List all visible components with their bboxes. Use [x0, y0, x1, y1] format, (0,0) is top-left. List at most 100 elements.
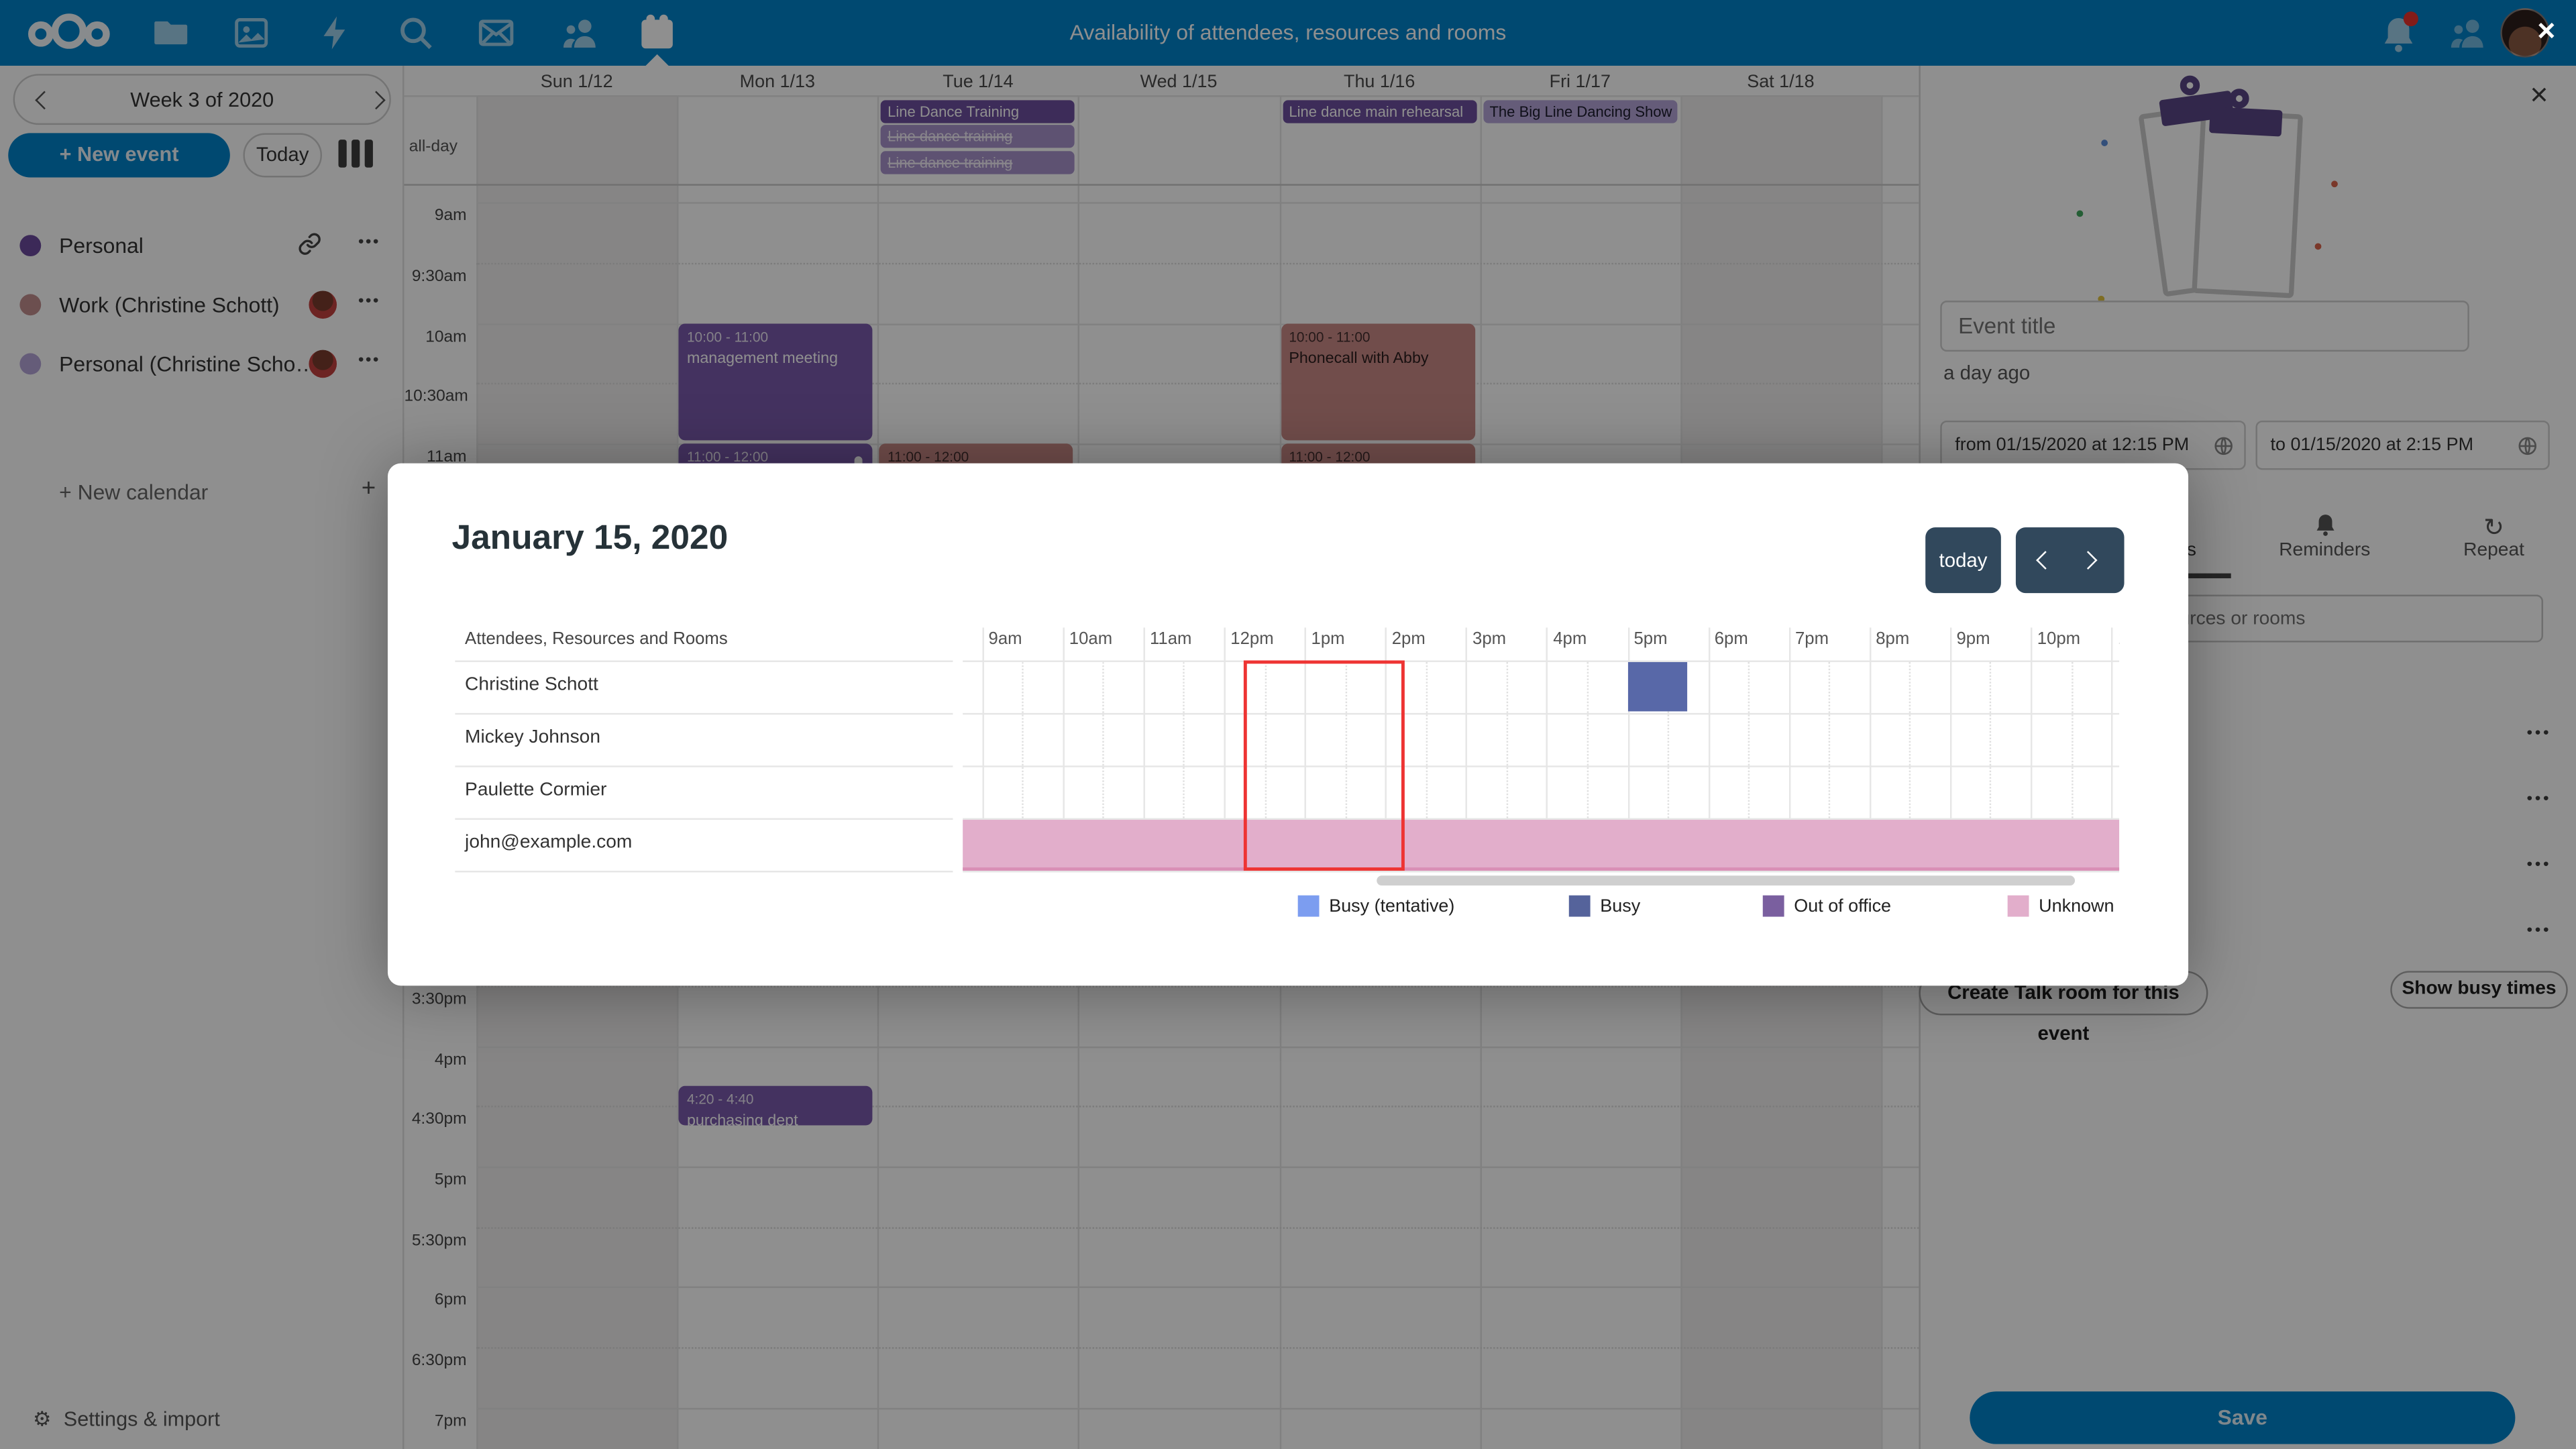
active-app-pointer — [645, 54, 669, 66]
more-icon[interactable]: ••• — [358, 233, 380, 252]
day-header[interactable]: Sat 1/18 — [1747, 72, 1815, 93]
time-gridline — [476, 1407, 1919, 1409]
availability-grid[interactable]: 9am 10am 11am 12pm 1pm 2pm 3pm 4pm 5pm 6pm 7pm 8pm 9… — [963, 627, 2120, 1038]
time-gutter-label: 9:30am — [411, 268, 467, 286]
globe-icon[interactable] — [2213, 435, 2235, 457]
modal-hour-line — [1627, 627, 1629, 871]
mail-icon[interactable] — [476, 13, 516, 53]
modal-hour-line — [2030, 627, 2033, 871]
previous-day-icon[interactable] — [2036, 551, 2055, 570]
save-button[interactable]: Save — [1970, 1391, 2516, 1444]
allday-event[interactable]: The Big Line Dancing Show — [1483, 100, 1677, 123]
share-link-icon[interactable] — [297, 231, 322, 256]
modal-hour-line — [1788, 627, 1790, 871]
new-calendar-row[interactable]: + New calendar + — [0, 467, 404, 516]
event-time: 10:00 - 11:00 — [686, 327, 769, 345]
event-title-input[interactable] — [1940, 301, 2469, 352]
modal-prev-next-buttons[interactable] — [2015, 527, 2125, 594]
settings-import-button[interactable]: ⚙ Settings & import — [33, 1406, 220, 1431]
time-gridline — [476, 202, 1919, 205]
event-time: 11:00 - 12:00 — [888, 448, 969, 465]
more-icon[interactable]: ••• — [2526, 724, 2552, 743]
calendar-list-item[interactable]: Personal ••• — [0, 220, 404, 269]
modal-time-label: 1pm — [1311, 629, 1345, 649]
photos-icon[interactable] — [231, 13, 271, 53]
allday-event[interactable]: Line dance training — [881, 125, 1075, 149]
allday-event[interactable]: Line Dance Training — [881, 100, 1075, 123]
calendar-color-dot — [19, 353, 42, 375]
event-title: Phonecall with Abby — [1289, 349, 1429, 368]
plus-icon[interactable]: + — [361, 474, 376, 503]
notification-badge — [2403, 11, 2418, 27]
modal-hour-line — [1707, 627, 1710, 871]
modal-time-label: 2pm — [1391, 629, 1426, 649]
today-button[interactable]: Today — [243, 133, 323, 178]
calendar-list-item[interactable]: Work (Christine Schott) ••• — [0, 279, 404, 328]
reminders-tab-icon — [2235, 513, 2415, 541]
modal-hour-line — [981, 627, 984, 871]
view-toggle-icon[interactable] — [338, 140, 378, 176]
contacts-menu-icon[interactable] — [2448, 13, 2487, 53]
show-busy-times-button[interactable]: Show busy times — [2390, 971, 2568, 1009]
more-icon[interactable]: ••• — [358, 292, 380, 311]
attendee-name: Mickey Johnson — [465, 727, 601, 748]
legend-swatch — [2007, 895, 2029, 917]
calendar-icon[interactable] — [637, 13, 677, 53]
to-datetime-field[interactable]: to 01/15/2020 at 2:15 PM — [2255, 420, 2550, 470]
modal-time-label: 5pm — [1633, 629, 1668, 649]
event-title: management meeting — [686, 349, 839, 368]
time-gridline — [476, 323, 1919, 325]
new-calendar-label[interactable]: + New calendar — [59, 480, 209, 504]
day-header[interactable]: Fri 1/17 — [1549, 72, 1611, 93]
legend-label: Out of office — [1794, 897, 1892, 917]
day-header[interactable]: Thu 1/16 — [1279, 72, 1480, 92]
time-gutter-label: 5pm — [434, 1171, 467, 1189]
week-label[interactable]: Week 3 of 2020 — [130, 89, 274, 112]
busy-block — [1627, 661, 1688, 712]
modal-time-label: 12pm — [1230, 629, 1274, 649]
files-icon[interactable] — [151, 13, 191, 53]
time-gutter-label: 10:30am — [404, 388, 468, 407]
time-gutter-label: 4pm — [434, 1051, 467, 1069]
allday-event[interactable]: Line dance main rehearsal — [1282, 100, 1477, 123]
tab-label: Repeat — [2463, 540, 2524, 561]
search-icon[interactable] — [396, 13, 435, 53]
calendar-event[interactable]: 10:00 - 11:00 Phonecall with Abby — [1281, 323, 1475, 441]
activity-icon[interactable] — [315, 13, 355, 53]
modal-today-button[interactable]: today — [1925, 527, 2001, 594]
allday-event[interactable]: Line dance training — [881, 150, 1075, 174]
more-icon[interactable]: ••• — [2526, 921, 2552, 940]
calendar-list-item[interactable]: Personal (Christine Scho…) ••• — [0, 338, 404, 387]
close-icon[interactable]: × — [2530, 78, 2548, 113]
more-icon[interactable]: ••• — [2526, 855, 2552, 874]
more-icon[interactable]: ••• — [2526, 790, 2552, 808]
modal-time-label: 3pm — [1472, 629, 1507, 649]
user-avatar[interactable] — [2500, 8, 2550, 58]
calendar-event[interactable]: 10:00 - 11:00 management meeting — [678, 323, 873, 441]
globe-icon[interactable] — [2517, 435, 2538, 457]
next-day-icon[interactable] — [2078, 551, 2098, 570]
attendee-name: Christine Schott — [465, 675, 598, 695]
time-gridline — [476, 383, 1919, 385]
modal-row-line — [963, 818, 2120, 820]
tab-reminders[interactable]: Reminders — [2235, 513, 2415, 560]
day-header[interactable]: Mon 1/13 — [739, 72, 816, 93]
day-header[interactable]: Wed 1/15 — [1140, 72, 1218, 93]
contacts-icon[interactable] — [560, 13, 600, 53]
header-divider — [404, 95, 1919, 97]
tab-repeat[interactable]: ↻ Repeat — [2404, 513, 2576, 561]
modal-time-label: 4pm — [1553, 629, 1587, 649]
calendar-event[interactable]: 4:20 - 4:40 purchasing dept — [678, 1085, 873, 1126]
day-header[interactable]: Tue 1/14 — [943, 72, 1014, 93]
horizontal-scrollbar[interactable] — [1377, 875, 2076, 886]
day-header[interactable]: Sun 1/12 — [540, 72, 613, 93]
new-event-button[interactable]: + New event — [8, 133, 230, 178]
event-time-selection — [1244, 660, 1405, 871]
calendar-color-dot — [19, 235, 42, 257]
logo-icon[interactable] — [23, 11, 115, 51]
allday-divider — [404, 184, 1919, 186]
event-time: 4:20 - 4:40 — [686, 1091, 754, 1108]
more-icon[interactable]: ••• — [358, 352, 380, 370]
modal-close-icon[interactable]: × — [2537, 15, 2556, 50]
